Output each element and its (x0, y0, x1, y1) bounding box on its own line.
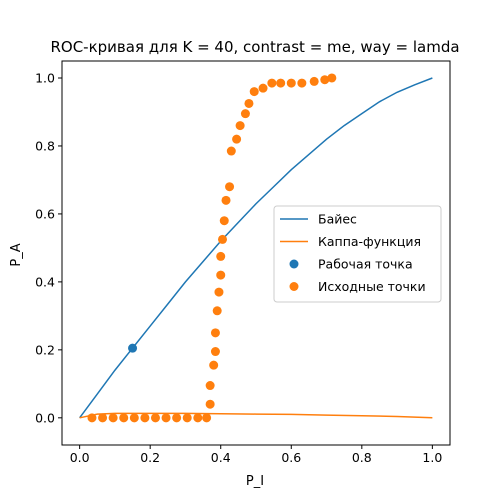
series-3-point-34 (286, 78, 296, 88)
series-3-point-11 (202, 413, 212, 423)
series-3-point-6 (150, 413, 160, 423)
x-tick-label-4: 0.8 (352, 450, 372, 465)
series-3-point-29 (244, 98, 254, 108)
series-3-point-32 (267, 78, 277, 88)
series-3-point-24 (225, 182, 235, 192)
series-3-point-37 (320, 75, 330, 85)
series-3-point-27 (235, 121, 245, 131)
legend-label-0: Байес (318, 212, 357, 227)
y-tick-label-3: 0.6 (35, 206, 55, 221)
y-tick-label-1: 0.2 (35, 342, 55, 357)
y-tick-label-5: 1.0 (35, 70, 55, 85)
x-tick-label-1: 0.2 (140, 450, 160, 465)
legend-marker-2 (289, 259, 299, 269)
series-3-point-19 (216, 270, 226, 280)
series-3-point-30 (249, 87, 259, 97)
series-3-point-25 (226, 146, 236, 156)
x-tick-label-2: 0.4 (211, 450, 231, 465)
series-3-point-14 (209, 360, 219, 370)
series-3-point-10 (193, 413, 203, 423)
series-3-point-17 (212, 306, 222, 316)
series-2-point-0 (128, 343, 138, 353)
x-tick-label-0: 0.0 (70, 450, 90, 465)
series-3-point-3 (119, 413, 129, 423)
series-3-point-15 (210, 347, 220, 357)
legend-marker-3 (289, 282, 299, 291)
series-3-point-13 (205, 381, 215, 391)
x-axis-label: P_I (246, 474, 264, 489)
legend-box (273, 205, 442, 303)
series-3-point-35 (297, 78, 307, 88)
plot-frame (61, 60, 451, 446)
series-3-point-33 (276, 78, 286, 88)
legend: Байес Каппа-функция Рабочая точка Исходные … (273, 205, 442, 303)
series-3-point-8 (172, 413, 182, 423)
series-line-0 (79, 77, 433, 419)
series-3-point-12 (205, 399, 215, 409)
series-3-point-20 (216, 251, 226, 261)
series-3-point-38 (327, 73, 337, 83)
series-3-point-31 (258, 83, 268, 93)
series-3-point-5 (140, 413, 150, 423)
series-3-point-18 (214, 287, 224, 297)
y-tick-label-2: 0.4 (35, 274, 55, 289)
y-axis-label: P_A (9, 243, 24, 266)
legend-label-1: Каппа-функция (318, 234, 421, 249)
legend-label-2: Рабочая точка (318, 257, 413, 272)
legend-label-3: Исходные точки (318, 279, 426, 294)
y-tick-label-4: 0.8 (35, 138, 55, 153)
series-3-point-1 (98, 413, 108, 423)
series-3-point-7 (161, 413, 171, 423)
series-3-point-21 (217, 234, 227, 244)
series-3-point-36 (309, 76, 319, 86)
chart-title: ROC-кривая для K = 40, contrast = me, wa… (50, 38, 459, 56)
series-3-point-0 (87, 413, 97, 423)
plot-area: 0.0 0.2 0.4 0.6 0.8 1.0 0.0 0.2 0.4 0.6 0.8 1.0 Байе… (35, 60, 451, 465)
x-tick-label-3: 0.6 (281, 450, 301, 465)
x-tick-label-5: 1.0 (422, 450, 442, 465)
series-3-point-28 (240, 109, 250, 119)
series-3-point-2 (108, 413, 118, 423)
series-3-point-22 (219, 216, 229, 226)
series-3-point-4 (129, 413, 139, 423)
series-3-point-23 (221, 195, 231, 205)
series-3-point-16 (210, 328, 220, 338)
y-tick-label-0: 0.0 (35, 410, 55, 425)
series-3-point-26 (232, 134, 242, 144)
series-3-point-9 (182, 413, 192, 423)
